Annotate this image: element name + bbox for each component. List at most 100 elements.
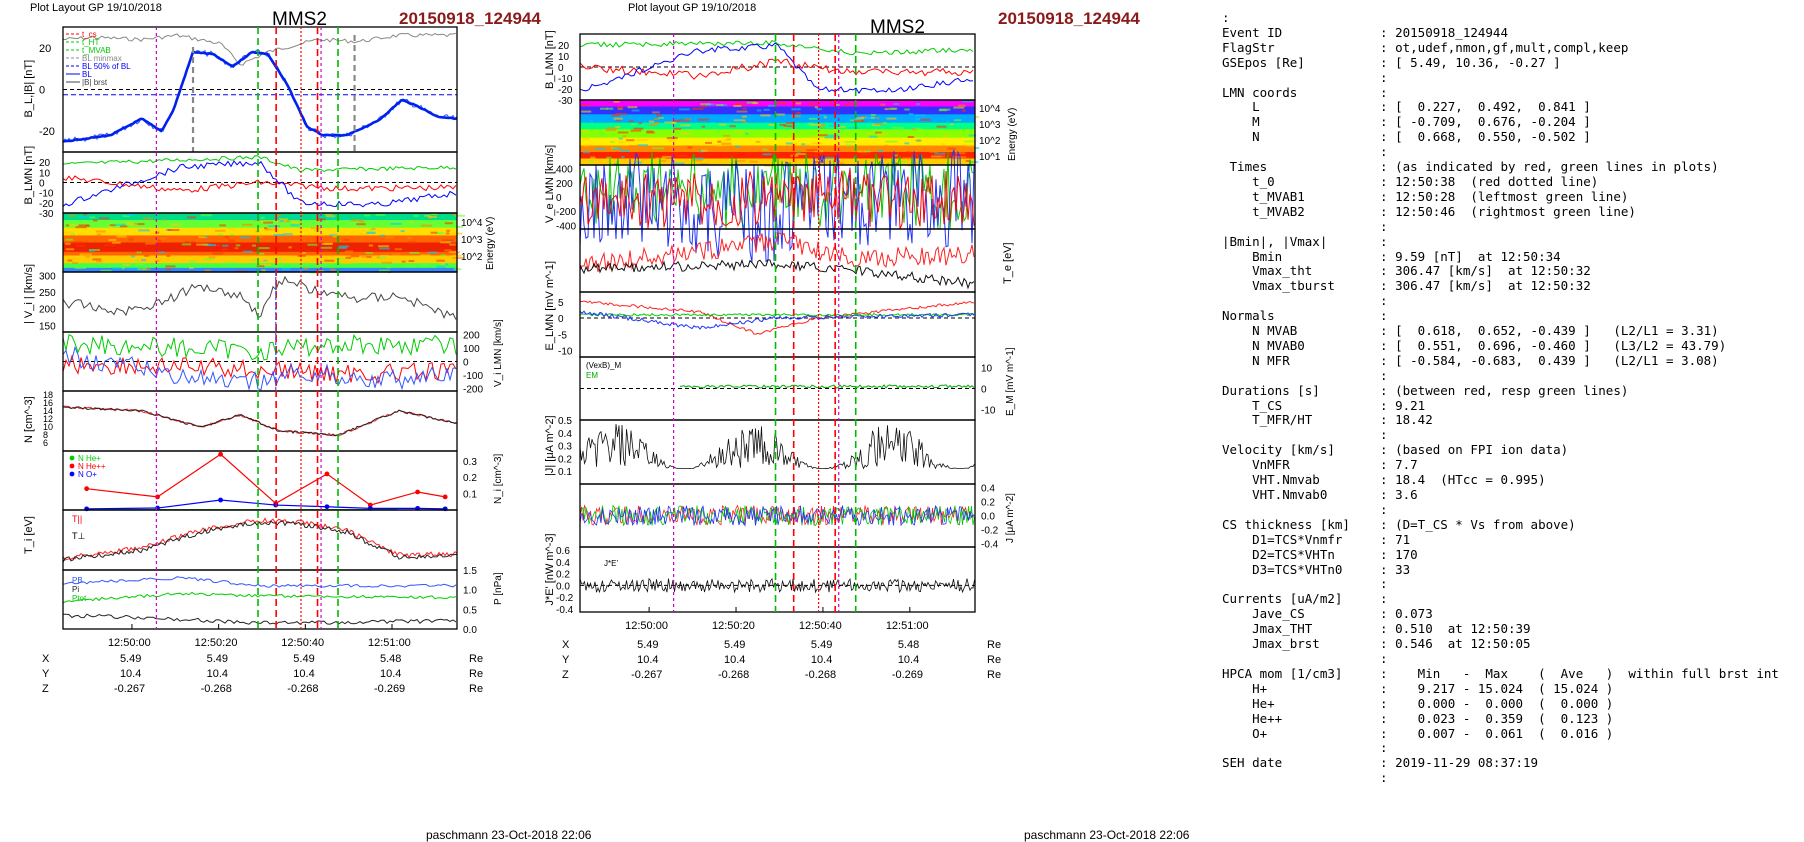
info-line: SEH date : 2019-11-29 08:37:19 bbox=[1222, 755, 1539, 771]
spectrogram-cell bbox=[679, 154, 689, 157]
spectrogram-cell bbox=[729, 125, 736, 128]
spectrogram-cell bbox=[684, 145, 693, 148]
spectrogram-cell bbox=[613, 147, 622, 150]
spectrogram-cell bbox=[235, 244, 241, 247]
spectrogram-cell bbox=[400, 230, 405, 233]
spectrogram-cell bbox=[824, 136, 837, 139]
spectrogram-cell bbox=[299, 213, 305, 216]
spectrogram-cell bbox=[721, 142, 732, 145]
y-axis-label: E_LMN [mV m^-1] bbox=[544, 261, 556, 351]
spectrogram-cell bbox=[618, 137, 623, 140]
spectrogram-cell bbox=[128, 238, 134, 241]
spectrogram-cell bbox=[811, 136, 819, 139]
spectrogram-cell bbox=[378, 269, 390, 272]
info-line: H+ : 9.217 - 15.024 ( 15.024 ) bbox=[1222, 680, 1614, 696]
info-line: : bbox=[1222, 501, 1388, 517]
spectrogram-cell bbox=[430, 231, 438, 234]
y-tick: 10^3 bbox=[979, 120, 1001, 131]
info-line: VnMFR : 7.7 bbox=[1222, 457, 1418, 473]
legend-label: T|| bbox=[72, 514, 82, 524]
spectrogram-cell bbox=[262, 258, 269, 260]
spectrogram-cell bbox=[345, 256, 352, 259]
spectrogram-cell bbox=[325, 215, 336, 218]
spectrogram-cell bbox=[166, 254, 171, 257]
pos-value: 5.49 bbox=[724, 639, 745, 651]
y-tick: 0.2 bbox=[463, 473, 477, 484]
y-tick: 0 bbox=[39, 85, 45, 97]
spectrogram-cell bbox=[78, 224, 89, 227]
spectrogram-cell bbox=[786, 122, 794, 125]
series-vl bbox=[62, 345, 457, 391]
pos-value: 5.49 bbox=[811, 639, 832, 651]
pos-value: 10.4 bbox=[207, 668, 228, 680]
y-axis-label: J*E' [nW m^-3] bbox=[544, 533, 556, 605]
spectrogram-cell bbox=[768, 123, 775, 126]
spectrogram-cell bbox=[189, 267, 194, 269]
data-point bbox=[324, 471, 330, 477]
spectrogram-cell bbox=[745, 132, 749, 135]
spectrogram-cell bbox=[626, 139, 635, 142]
series-bl bbox=[62, 160, 457, 208]
x-tick-label: 12:51:00 bbox=[886, 620, 929, 632]
right-plot-header: Plot layout GP 19/10/2018 bbox=[628, 2, 757, 14]
y-tick: 10^2 bbox=[461, 252, 483, 263]
y-axis-label: N [cm^-3] bbox=[23, 396, 35, 443]
pos-value: -0.269 bbox=[892, 669, 923, 681]
spectrogram-cell bbox=[838, 125, 846, 128]
legend-swatch bbox=[69, 471, 75, 477]
spectrogram-cell bbox=[724, 139, 729, 141]
spectrogram-cell bbox=[371, 227, 376, 230]
spectrogram-cell bbox=[671, 121, 677, 124]
series-pb bbox=[63, 613, 457, 625]
spectrogram-cell bbox=[764, 164, 776, 167]
spectrogram-cell bbox=[715, 144, 726, 147]
info-line: : bbox=[1222, 218, 1388, 234]
spectrogram-cell bbox=[723, 134, 730, 137]
spectrogram-cell bbox=[144, 254, 150, 257]
y-tick: -10 bbox=[39, 189, 54, 200]
spectrogram-cell bbox=[401, 260, 406, 263]
spectrogram-cell bbox=[652, 111, 660, 114]
spectrogram-cell bbox=[75, 226, 87, 229]
spectrogram-cell bbox=[263, 259, 268, 262]
series-em bbox=[680, 384, 975, 389]
spectrogram-cell bbox=[72, 262, 78, 264]
spectrogram-cell bbox=[884, 108, 889, 111]
spectrogram-cell bbox=[962, 100, 974, 103]
spectrogram-cell bbox=[613, 117, 623, 120]
spectrogram-cell bbox=[783, 125, 793, 128]
spectrogram-cell bbox=[965, 160, 971, 162]
pos-unit: Re bbox=[469, 668, 483, 680]
spectrogram-cell bbox=[196, 243, 208, 246]
pos-value: -0.268 bbox=[201, 683, 232, 695]
spectrogram-cell bbox=[845, 144, 852, 147]
spectrogram-cell bbox=[613, 100, 620, 103]
spectrogram-cell bbox=[966, 144, 974, 147]
spectrogram-cell bbox=[617, 107, 623, 110]
spectrogram-cell bbox=[386, 266, 392, 269]
series-j-magnitude bbox=[579, 424, 975, 470]
info-line: N MFR : [ -0.584, -0.683, 0.439 ] (L2/L1… bbox=[1222, 352, 1719, 368]
spectrogram-cell bbox=[819, 126, 824, 129]
spectrogram-cell bbox=[934, 152, 941, 155]
spectrogram-cell bbox=[847, 126, 860, 129]
spectrogram-cell bbox=[627, 106, 638, 109]
series-bn bbox=[579, 58, 974, 80]
spectrogram-cell bbox=[687, 146, 693, 149]
spectrogram-cell bbox=[808, 117, 818, 120]
info-line: HPCA mom [1/cm3] : Min - Max ( Ave ) wit… bbox=[1222, 665, 1779, 681]
spectrogram-cell bbox=[679, 132, 691, 135]
spectrogram-cell bbox=[838, 162, 845, 165]
info-line: Jmax_brst : 0.546 at 12:50:05 bbox=[1222, 636, 1531, 652]
spectrogram-cell bbox=[136, 263, 145, 266]
spectrogram-cell bbox=[163, 218, 167, 221]
info-line: : bbox=[1222, 576, 1388, 592]
info-line: M : [ -0.709, 0.676, -0.204 ] bbox=[1222, 114, 1591, 130]
info-line: VHT.Nmvab0 : 3.6 bbox=[1222, 487, 1418, 502]
spectrogram-cell bbox=[165, 265, 176, 268]
spectrogram-cell bbox=[222, 244, 229, 247]
spectrogram-cell bbox=[407, 237, 412, 240]
spectrogram-cell bbox=[362, 230, 366, 232]
spectrogram-cell bbox=[350, 219, 361, 222]
spectrogram-band bbox=[580, 137, 975, 146]
